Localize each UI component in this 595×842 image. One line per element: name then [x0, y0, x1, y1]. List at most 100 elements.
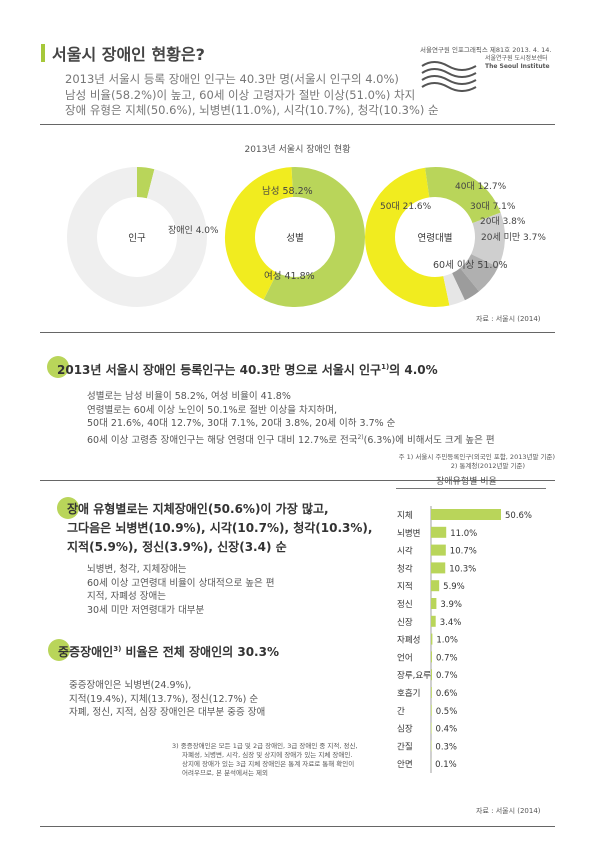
section1-notes: 주 1) 서울시 주민등록인구(외국인 포함, 2013년말 기준) 2) 통계…: [368, 453, 555, 471]
slice-label: 장애인 4.0%: [168, 225, 219, 236]
publication-meta: 서울연구원 인포그래픽스 제81호 2013. 4. 14.: [420, 46, 552, 54]
bar-category-label: 지체: [397, 510, 413, 521]
slice-label: 20대 3.8%: [480, 216, 526, 227]
bar-value-label: 0.7%: [436, 653, 458, 663]
footnote-ref: 1): [381, 363, 390, 371]
body-line: 지적(19.4%), 지체(13.7%), 정신(12.7%) 순: [69, 693, 259, 705]
donut-center-label: 연령대별: [418, 232, 453, 244]
title-accent-bar: [41, 44, 45, 62]
bar: [431, 544, 446, 556]
donut-slice-population-0: [136, 167, 155, 199]
body-line-text: (6.3%)에 비해서도 크게 높은 편: [363, 434, 495, 446]
donut-slice-age-1: [425, 167, 501, 224]
bar-category-label: 간질: [397, 741, 413, 752]
bar-category-label: 신장: [397, 617, 413, 628]
donut-slice-age-2: [470, 212, 505, 268]
bar-value-label: 0.5%: [436, 707, 458, 717]
intro-line: 2013년 서울시 등록 장애인 인구는 40.3만 명(서울시 인구의 4.0…: [65, 72, 399, 86]
donut-charts: 인구 성별 연령대별 장애인 4.0% 남성 58.2% 여성 41.8% 60세 이상 5…: [67, 167, 546, 307]
body-line: 60세 이상 고연령대 비율이 상대적으로 높은 편: [87, 577, 275, 589]
bar-category-label: 지적: [397, 581, 413, 592]
bar: [431, 526, 447, 538]
divider: [40, 332, 555, 333]
bar: [431, 509, 501, 520]
donut-slice-gender-1: [225, 167, 294, 300]
donut-center-label: 인구: [128, 233, 146, 244]
footnote: 상지에 장애가 있는 3급 지체 장애인은 통계 자료로 통해 확인이: [182, 760, 355, 768]
bar-value-label: 0.6%: [436, 689, 458, 699]
page-title: 서울시 장애인 현황은?: [52, 45, 205, 64]
institute-name: 서울연구원 도시정보센터 The Seoul Institute: [485, 55, 550, 71]
section3-body: 중증장애인은 뇌병변(24.9%), 지적(19.4%), 지체(13.7%),…: [69, 679, 265, 720]
bar-value-label: 3.9%: [440, 600, 462, 610]
bar-value-label: 0.4%: [436, 725, 458, 735]
intro-line: 장애 유형은 지체(50.6%), 뇌병변(11.0%), 시각(10.7%),…: [65, 103, 439, 117]
donut-slice-age-0: [365, 167, 450, 307]
divider: [40, 826, 555, 827]
slice-label: 여성 41.8%: [264, 270, 315, 282]
donut-slice-age-4: [451, 267, 480, 301]
body-line: 중증장애인은 뇌병변(24.9%),: [69, 680, 192, 691]
bar-value-label: 1.0%: [436, 636, 458, 646]
bar: [431, 704, 432, 716]
heading-line: 장애 유형별로는 지체장애인(50.6%)이 가장 많고,: [67, 502, 329, 516]
type-bar-chart: 지체 50.6% 뇌병변 11.0% 시각 10.7% 청각 10.3% 지적 5.9% 정신 3.9…: [397, 506, 532, 773]
bar-category-label: 정신: [397, 599, 413, 610]
footnote: 자폐성, 뇌병변, 시각, 심장 및 상지에 장애가 있는 지체 장애인.: [182, 751, 353, 759]
bar: [431, 562, 446, 574]
slice-label: 50대 21.6%: [380, 201, 432, 212]
bar-category-label: 언어: [397, 652, 413, 663]
bar-chart-source: 자료 : 서울시 (2014): [476, 807, 541, 815]
footnote: 2) 통계청(2012년말 기준): [450, 462, 525, 470]
bar-chart-title: 장애유형별 비율: [436, 477, 497, 487]
slice-label: 60세 이상 51.0%: [433, 260, 508, 271]
bar-category-label: 청각: [397, 563, 413, 574]
intro-line: 남성 비율(58.2%)이 높고, 60세 이상 고령자가 절반 이상(51.0…: [65, 87, 416, 102]
donut-slice-population-1: [67, 167, 207, 307]
section2-heading: 장애 유형별로는 지체장애인(50.6%)이 가장 많고, 그다음은 뇌병변(1…: [67, 500, 372, 557]
heading-line: 지적(5.9%), 정신(3.9%), 신장(3.4) 순: [67, 540, 287, 554]
section2-body: 뇌병변, 청각, 지체장애는 60세 이상 고연령대 비율이 상대적으로 높은 …: [87, 563, 275, 617]
bar-category-label: 뇌병변: [397, 528, 420, 539]
section3-notes: 3) 중증장애인은 모든 1급 및 2급 장애인, 3급 장애인 중 지적, 정…: [172, 742, 358, 778]
footnote-ref: 3): [113, 645, 122, 653]
footnote: 주 1) 서울시 주민등록인구(외국인 포함, 2013년말 기준): [398, 453, 555, 461]
donut-center-label: 성별: [286, 233, 303, 244]
body-line: 50대 21.6%, 40대 12.7%, 30대 7.1%, 20대 3.8%…: [87, 418, 396, 429]
body-line-text: 60세 이상 고령층 장애인구는 해당 연령대 인구 대비 12.7%로 전국: [87, 434, 358, 446]
section1-heading: 2013년 서울시 장애인 등록인구는 40.3만 명으로 서울시 인구1)의 …: [57, 361, 438, 378]
body-line: 성별로는 남성 비율이 58.2%, 여성 비율이 41.8%: [87, 391, 291, 402]
body-line: 지적, 자폐성 장애는: [87, 591, 166, 602]
section1-heading-tail: 의 4.0%: [389, 363, 438, 377]
bar-category-label: 장루,요루: [397, 670, 431, 681]
bar-value-label: 0.3%: [435, 742, 457, 752]
donut-slice-age-3: [459, 253, 499, 292]
divider: [40, 480, 555, 481]
bar-value-label: 3.4%: [440, 618, 462, 628]
bar-value-label: 10.3%: [449, 564, 476, 574]
bar: [431, 633, 433, 645]
section3-heading-tail: 비율은 전체 장애인의 30.3%: [121, 645, 279, 659]
institute-name-en: The Seoul Institute: [485, 63, 550, 70]
bar: [431, 580, 440, 592]
chart-source: 자료 : 서울시 (2014): [476, 315, 541, 323]
bar-value-label: 10.7%: [450, 547, 477, 557]
institute-logo: [421, 61, 477, 92]
bar-category-label: 시각: [397, 546, 413, 557]
bar: [431, 615, 436, 627]
section3-heading-text: 중증장애인: [58, 645, 114, 659]
intro-summary: 2013년 서울시 등록 장애인 인구는 40.3만 명(서울시 인구의 4.0…: [65, 72, 439, 119]
section-marker: [57, 497, 79, 519]
bar-value-label: 11.0%: [450, 529, 477, 539]
section1-heading-text: 2013년 서울시 장애인 등록인구는 40.3만 명으로 서울시 인구: [57, 363, 382, 377]
slice-label: 40대 12.7%: [455, 181, 507, 192]
heading-line: 그다음은 뇌병변(10.9%), 시각(10.7%), 청각(10.3%),: [67, 521, 373, 535]
bar-category-label: 안면: [397, 759, 413, 770]
body-line: 뇌병변, 청각, 지체장애는: [87, 564, 187, 575]
bar-value-label: 0.7%: [436, 671, 458, 681]
bar: [431, 687, 432, 698]
body-line: 60세 이상 고령층 장애인구는 해당 연령대 인구 대비 12.7%로 전국2…: [87, 431, 495, 448]
footnote: 어려우므로, 본 분석에서는 제외: [182, 769, 269, 777]
body-line: 자폐, 정신, 지적, 심장 장애인은 대부분 중증 장애: [69, 707, 266, 718]
slice-label: 20세 미만 3.7%: [481, 232, 546, 243]
